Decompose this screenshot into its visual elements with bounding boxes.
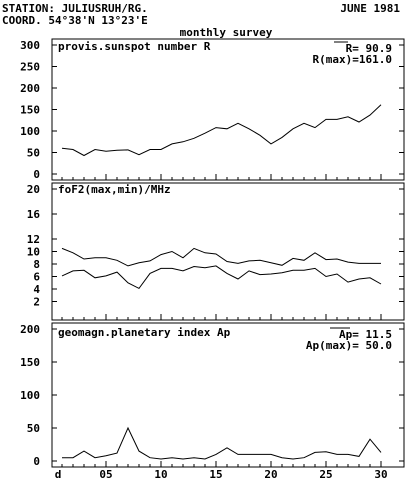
sunspot-title: provis.sunspot number R [58, 40, 211, 53]
ap-series-line-0 [62, 426, 382, 460]
fof2-series-line-0 [61, 247, 381, 267]
sunspot-ytick-label: 100 [20, 125, 40, 138]
panel-fof2-frame [51, 182, 405, 321]
x-tick-label: 25 [319, 468, 332, 480]
fof2-ytick-label: 8 [33, 258, 40, 271]
sunspot-ytick-label: 200 [20, 82, 40, 95]
ap-ytick-label: 100 [20, 389, 40, 402]
x-tick-label: d [55, 468, 62, 480]
coordinates-label: COORD. 54°38'N 13°23'E [2, 14, 148, 27]
survey-subtitle: monthly survey [180, 26, 273, 39]
fof2-ytick-label: 16 [27, 208, 41, 221]
x-tick-label: 10 [154, 468, 167, 480]
fof2-ytick-label: 2 [33, 296, 40, 309]
ap-ytick-label: 150 [20, 356, 40, 369]
fof2-ytick-label: 12 [27, 233, 40, 246]
sunspot-mean-stat: R= 90.9 [346, 42, 392, 55]
sunspot-ytick-label: 300 [20, 39, 40, 52]
sunspot-ytick-label: 0 [33, 168, 40, 181]
x-tick-label: 20 [264, 468, 277, 480]
x-tick-label: 30 [374, 468, 387, 480]
ap-ytick-label: 0 [33, 455, 40, 468]
fof2-ytick-label: 20 [27, 183, 40, 196]
sunspot-ytick-label: 50 [27, 147, 40, 160]
sunspot-ytick-label: 250 [20, 61, 40, 74]
fof2-title: foF2(max,min)/MHz [58, 183, 171, 196]
date-label: JUNE 1981 [340, 2, 400, 15]
ap-mean-stat: Ap= 11.5 [339, 328, 392, 341]
fof2-ytick-label: 4 [33, 283, 40, 296]
x-tick-label: 15 [209, 468, 222, 480]
ap-max-stat: Ap(max)= 50.0 [306, 339, 392, 352]
sunspot-series-line-0 [61, 104, 382, 157]
sunspot-ytick-label: 150 [20, 104, 40, 117]
fof2-series-line-1 [61, 265, 382, 290]
sunspot-max-stat: R(max)=161.0 [313, 53, 392, 66]
ap-ytick-label: 200 [20, 323, 40, 336]
ap-ytick-label: 50 [27, 422, 40, 435]
chart-marks: 0501001502002503002468101216200501001502… [20, 39, 404, 480]
fof2-ytick-label: 6 [33, 271, 40, 284]
station-label: STATION: JULIUSRUH/RG. [2, 2, 148, 15]
x-tick-label: 05 [99, 468, 112, 480]
ap-title: geomagn.planetary index Ap [58, 326, 231, 339]
fof2-ytick-label: 10 [27, 246, 40, 259]
